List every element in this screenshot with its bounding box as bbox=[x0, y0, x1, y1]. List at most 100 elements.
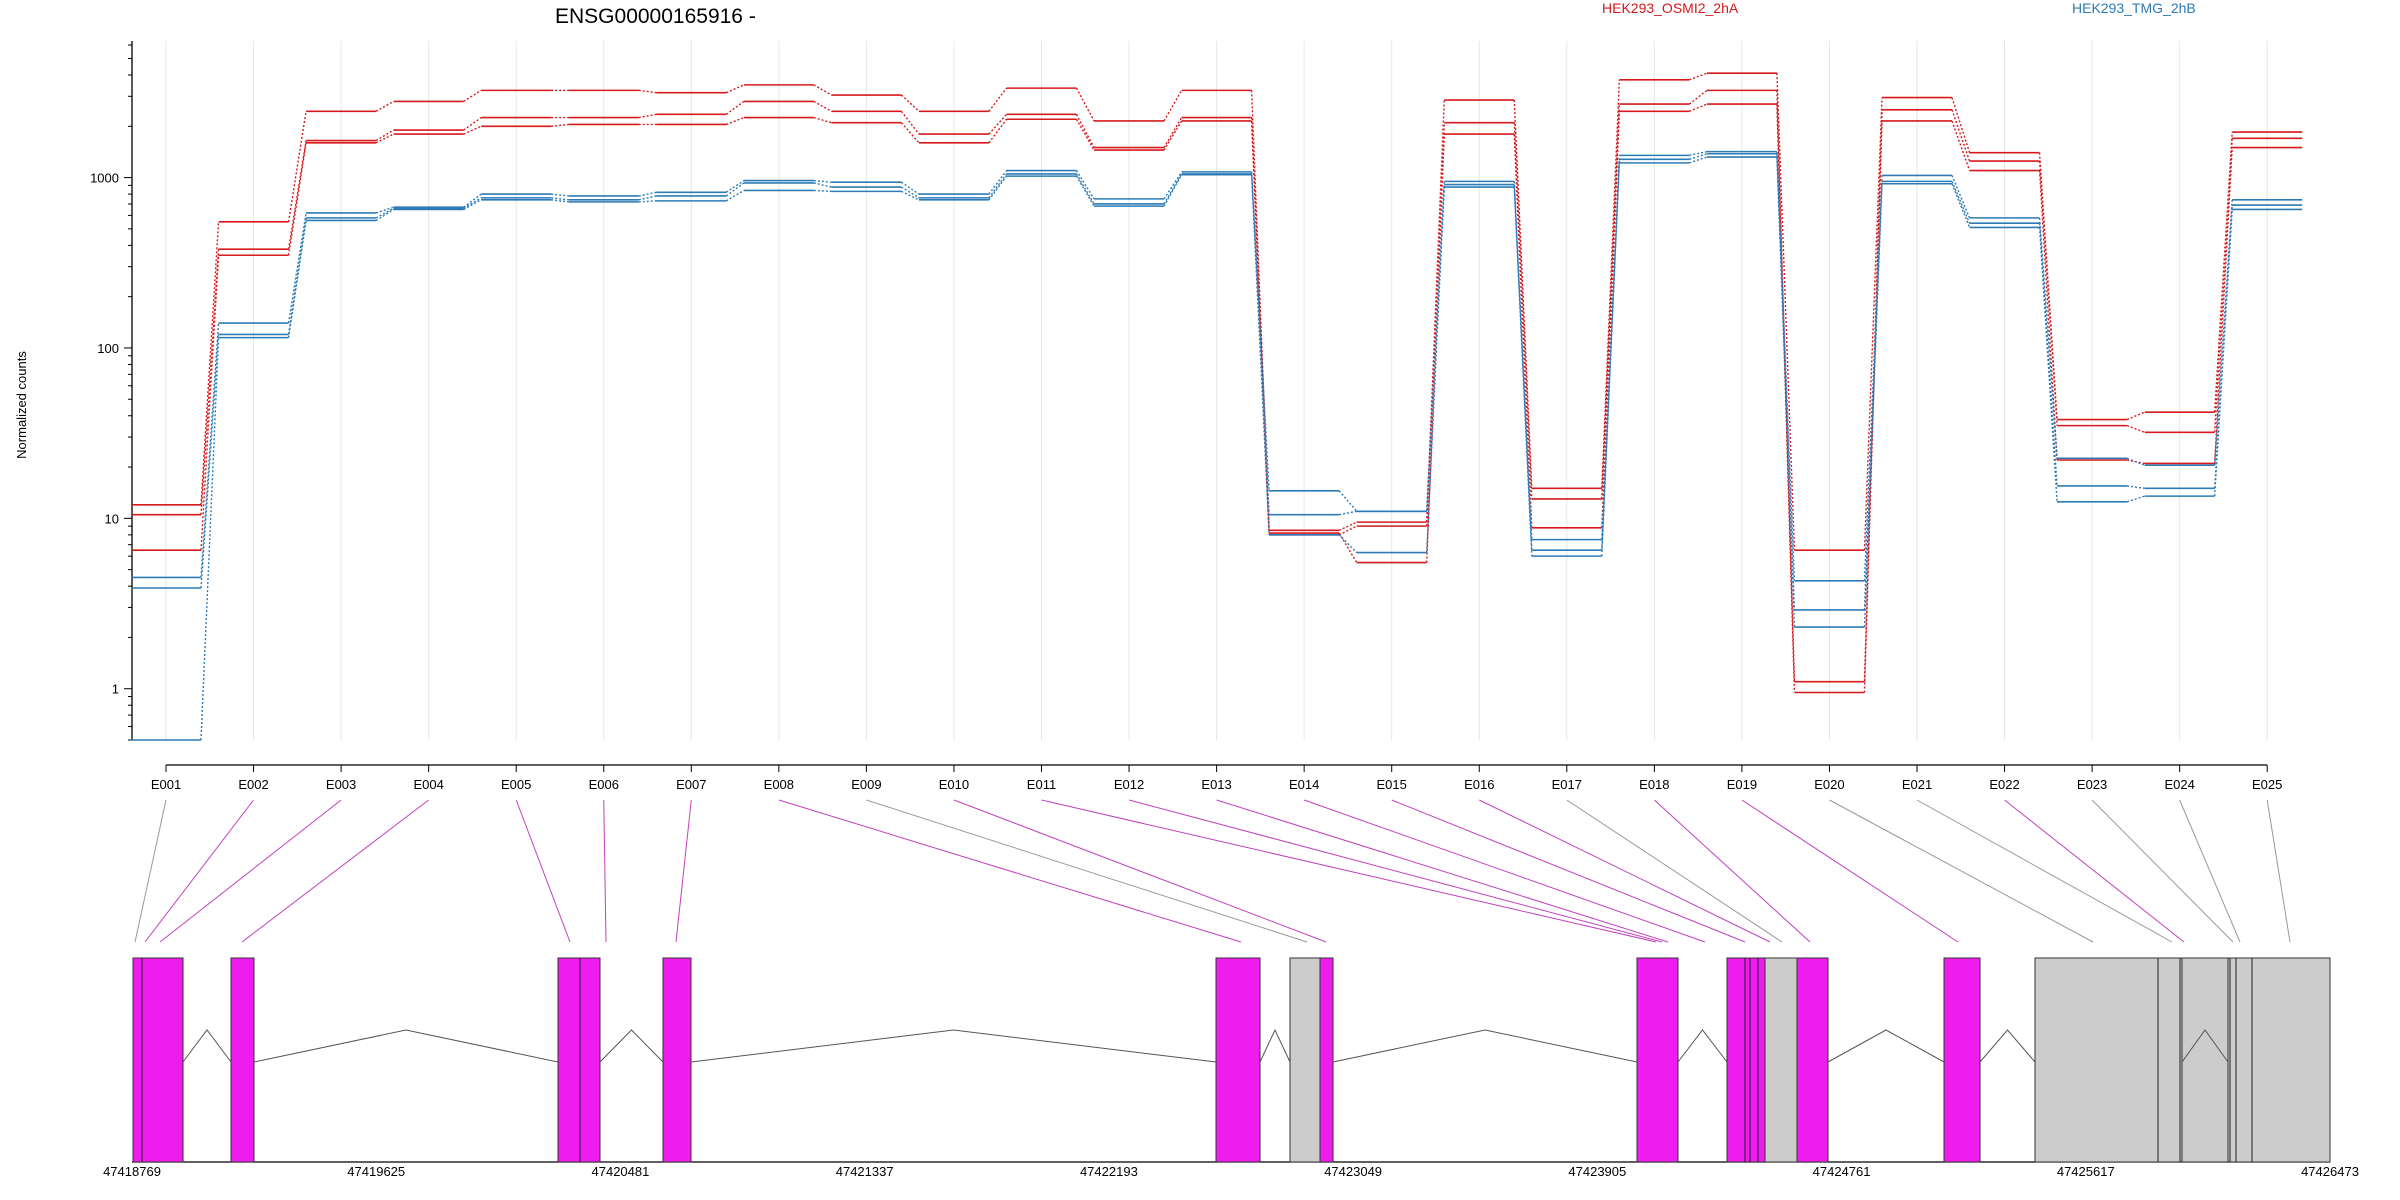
x-tick-label: E010 bbox=[939, 777, 969, 792]
series-connector bbox=[1075, 175, 1095, 207]
series-connector bbox=[1863, 183, 1883, 628]
exon-block bbox=[2034, 957, 2183, 1163]
series-connector bbox=[988, 170, 1008, 195]
series-connector bbox=[2126, 495, 2145, 503]
series-connector bbox=[813, 84, 832, 96]
series-connector bbox=[287, 212, 307, 324]
series-connector bbox=[375, 133, 394, 144]
series-connector bbox=[1776, 151, 1796, 581]
series-connector bbox=[1075, 118, 1095, 151]
exon-mapping-line bbox=[1566, 799, 1783, 943]
series-connector bbox=[1075, 114, 1095, 148]
exon-mapping-line bbox=[2266, 799, 2291, 943]
series-connector bbox=[2213, 138, 2233, 433]
exon-block bbox=[1943, 957, 1981, 1163]
intron-caret bbox=[690, 1029, 1217, 1063]
chart-title: ENSG00000165916 - bbox=[555, 5, 756, 28]
x-tick-label: E015 bbox=[1377, 777, 1407, 792]
exon-mapping-line bbox=[241, 799, 429, 943]
series-connector bbox=[988, 87, 1008, 112]
series-connector bbox=[1951, 181, 1971, 224]
series-connector bbox=[1163, 171, 1183, 200]
exon-mapping-line bbox=[866, 799, 1308, 943]
series-connector bbox=[200, 255, 220, 551]
series-connector bbox=[2038, 161, 2058, 426]
series-connector bbox=[2213, 147, 2233, 464]
intron-caret bbox=[1332, 1029, 1638, 1063]
series-connector bbox=[1426, 184, 1445, 512]
exon-block bbox=[2227, 957, 2331, 1163]
series-connector bbox=[375, 208, 395, 222]
series-connector bbox=[200, 337, 220, 741]
exon-block bbox=[132, 957, 184, 1163]
exon-block bbox=[1636, 957, 1679, 1163]
x-tick-label: E019 bbox=[1727, 777, 1757, 792]
series-connector bbox=[2126, 457, 2145, 466]
intron-caret bbox=[599, 1029, 664, 1063]
exon-mapping-line bbox=[134, 799, 167, 943]
exon-block bbox=[1215, 957, 1261, 1163]
series-connector bbox=[1863, 175, 1883, 581]
series-connector bbox=[2127, 485, 2145, 490]
intron-caret bbox=[182, 1029, 232, 1063]
series-connector bbox=[551, 199, 569, 203]
series-connector bbox=[2038, 170, 2058, 461]
exon-block bbox=[1289, 957, 1321, 1163]
series-connector bbox=[1250, 171, 1270, 491]
series-connector bbox=[375, 206, 394, 214]
exon-mapping-line bbox=[2179, 799, 2241, 943]
series-connector bbox=[200, 323, 220, 578]
series-connector bbox=[551, 197, 569, 201]
genomic-coordinate-label: 47426473 bbox=[2301, 1164, 2359, 1179]
series-connector bbox=[1776, 73, 1796, 551]
series-connector bbox=[725, 180, 745, 193]
series-connector bbox=[1601, 159, 1621, 551]
series-connector bbox=[1163, 90, 1183, 122]
exon-block bbox=[1764, 957, 1798, 1163]
x-tick-label: E006 bbox=[589, 777, 619, 792]
series-connector bbox=[463, 199, 482, 211]
x-tick-label: E004 bbox=[413, 777, 443, 792]
x-tick-label: E022 bbox=[1989, 777, 2019, 792]
series-connector bbox=[1513, 100, 1533, 489]
genomic-coordinate-label: 47419625 bbox=[347, 1164, 405, 1179]
series-connector bbox=[638, 191, 657, 197]
exon-mapping-line bbox=[1041, 799, 1657, 943]
series-connector bbox=[813, 189, 832, 193]
series-connector bbox=[1426, 100, 1445, 523]
y-axis-label: Normalized counts bbox=[14, 351, 29, 459]
series-connector bbox=[901, 186, 920, 199]
exon-mapping-line bbox=[1216, 799, 1669, 943]
genomic-coordinate-label: 47423049 bbox=[1324, 1164, 1382, 1179]
exon-block bbox=[662, 957, 692, 1163]
series-connector bbox=[1863, 109, 1883, 682]
plot-area: 1 10 100 1000 E001 E002 E003 E004 E005 E006 E007 E0… bbox=[90, 41, 2303, 792]
x-tick-label: E001 bbox=[151, 777, 181, 792]
series-connector bbox=[1338, 534, 1358, 554]
gene-model: 47418769 47419625 47420481 47421337 47422193… bbox=[103, 799, 2359, 1179]
series-connector bbox=[1601, 111, 1621, 528]
x-tick-label: E003 bbox=[326, 777, 356, 792]
series-connector bbox=[988, 173, 1008, 199]
y-tick-label: 1000 bbox=[90, 171, 119, 186]
series-connector bbox=[1689, 72, 1708, 81]
series-connector bbox=[463, 125, 482, 135]
series-2 bbox=[131, 103, 2303, 694]
series-connector bbox=[1513, 187, 1533, 557]
legend-entry-tmg: HEK293_TMG_2hB bbox=[2072, 0, 2196, 16]
exon-block bbox=[230, 957, 255, 1163]
series-connector bbox=[1163, 117, 1183, 148]
series-connector bbox=[1075, 173, 1095, 205]
series-connector bbox=[1075, 170, 1095, 200]
series-connector bbox=[463, 117, 482, 131]
series-connector bbox=[1426, 134, 1445, 563]
x-tick-label: E024 bbox=[2164, 777, 2194, 792]
exon-mapping-line bbox=[1391, 799, 1746, 943]
series-connector bbox=[1689, 156, 1708, 164]
series-connector bbox=[2213, 132, 2233, 413]
exon-mapping-line bbox=[1654, 799, 1811, 943]
exon-mapping-line bbox=[1303, 799, 1706, 943]
series-connector bbox=[988, 113, 1008, 135]
series-connector bbox=[1075, 87, 1095, 122]
